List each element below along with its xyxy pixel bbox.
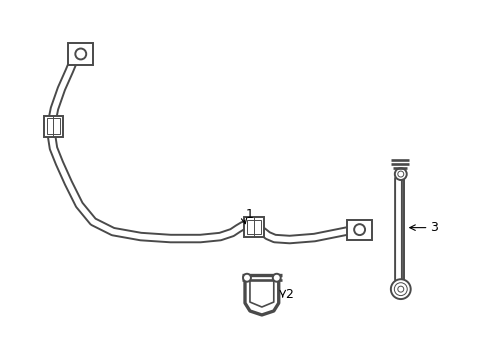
Circle shape: [393, 283, 407, 296]
Circle shape: [394, 168, 406, 180]
Circle shape: [397, 171, 403, 177]
Text: 3: 3: [429, 221, 438, 234]
Circle shape: [75, 49, 86, 59]
Circle shape: [272, 274, 280, 282]
Circle shape: [397, 286, 403, 292]
FancyBboxPatch shape: [68, 43, 93, 65]
FancyBboxPatch shape: [346, 220, 371, 239]
Text: 2: 2: [284, 288, 292, 301]
FancyBboxPatch shape: [43, 116, 63, 137]
FancyBboxPatch shape: [244, 217, 264, 237]
Circle shape: [243, 274, 250, 282]
Text: 1: 1: [245, 208, 253, 221]
FancyBboxPatch shape: [246, 220, 260, 234]
Circle shape: [390, 279, 410, 299]
Circle shape: [353, 224, 365, 235]
FancyBboxPatch shape: [46, 118, 61, 134]
